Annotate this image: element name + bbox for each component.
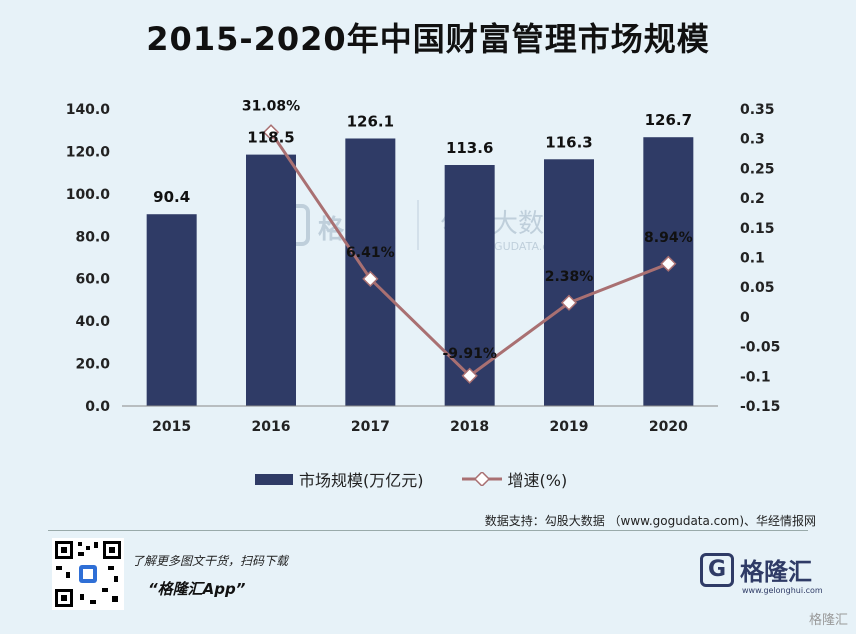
legend-bar-label: 市场规模(万亿元) — [299, 471, 424, 490]
y-right-tick-label: -0.05 — [740, 340, 780, 356]
y-left-tick-label: 140.0 — [66, 102, 111, 118]
x-tick-label: 2020 — [649, 419, 688, 435]
y-right-tick-label: 0 — [740, 310, 750, 326]
corner-watermark: 格隆汇 — [808, 613, 848, 628]
x-tick-label: 2018 — [450, 419, 489, 435]
line-data-label: 8.94% — [644, 230, 693, 246]
x-tick-label: 2016 — [252, 419, 291, 435]
y-right-tick-label: 0.15 — [740, 221, 775, 237]
y-left-tick-label: 20.0 — [75, 357, 110, 373]
bar-data-label: 126.1 — [347, 112, 394, 130]
bar — [246, 154, 296, 406]
line-data-label: 6.41% — [346, 245, 395, 261]
source-note: 数据支持：勾股大数据 （www.gogudata.com)、华经情报网 — [484, 514, 816, 528]
chart-watermark: 格隆汇 勾股大数据 www.GUGUDATA.com — [268, 200, 570, 253]
legend-bar-swatch — [255, 473, 293, 485]
y-left-tick-label: 60.0 — [75, 272, 110, 288]
legend-item-line: 增速(%) — [461, 467, 568, 491]
y-left-tick-label: 100.0 — [66, 187, 111, 203]
x-tick-label: 2017 — [351, 419, 390, 435]
x-tick-label: 2019 — [550, 419, 589, 435]
y-right-tick-label: 0.25 — [740, 161, 775, 177]
line-point — [461, 367, 478, 384]
brand-logo: G 格隆汇 — [700, 552, 812, 587]
y-right-tick-label: 0.1 — [740, 251, 765, 267]
promo-app-name: “格隆汇App” — [148, 580, 246, 598]
x-tick-label: 2015 — [152, 419, 191, 435]
qr-code[interactable] — [52, 538, 124, 610]
line-point — [660, 255, 677, 272]
logo-mark-icon: G — [700, 552, 734, 587]
bar — [544, 159, 594, 406]
line-point — [560, 294, 578, 311]
divider — [48, 530, 808, 531]
y-right-tick-label: -0.1 — [740, 369, 771, 385]
legend: 市场规模(万亿元) 增速(%) — [255, 467, 605, 491]
line-point — [362, 270, 379, 287]
line-data-label: 31.08% — [242, 98, 300, 114]
y-left-tick-label: 0.0 — [85, 399, 110, 415]
legend-line-swatch — [461, 472, 502, 486]
y-left-tick-label: 80.0 — [75, 229, 110, 245]
logo-url: www.gelonghui.com — [742, 586, 823, 595]
y-right-tick-label: 0.05 — [740, 280, 775, 296]
promo-text: 了解更多图文干货，扫码下载 — [132, 554, 289, 568]
bar-data-label: 118.5 — [247, 129, 294, 147]
bar-data-label: 113.6 — [446, 139, 493, 157]
combo-chart: 格隆汇 勾股大数据 www.GUGUDATA.com 0.0 20.0 40.0 60… — [66, 98, 781, 435]
logo-name: 格隆汇 — [740, 558, 812, 586]
y-right-tick-label: 0.35 — [740, 102, 775, 118]
line-point — [262, 124, 280, 141]
y-right-tick-label: 0.3 — [740, 132, 765, 148]
bar — [146, 214, 197, 406]
line-data-label: -9.91% — [442, 346, 496, 362]
bar-data-label: 116.3 — [545, 133, 592, 151]
chart-title: 2015-2020年中国财富管理市场规模 — [146, 20, 710, 58]
y-right-tick-label: -0.15 — [740, 399, 780, 415]
y-right-tick-label: 0.2 — [740, 191, 765, 207]
y-left-tick-label: 40.0 — [75, 314, 110, 330]
legend-item-bar: 市场规模(万亿元) — [255, 467, 424, 491]
bar-data-label: 126.7 — [645, 111, 692, 129]
bar — [444, 165, 495, 406]
bar-data-label: 90.4 — [153, 188, 190, 206]
line-data-label: 2.38% — [545, 269, 594, 285]
y-left-tick-label: 120.0 — [66, 144, 111, 160]
legend-line-label: 增速(%) — [507, 471, 568, 490]
